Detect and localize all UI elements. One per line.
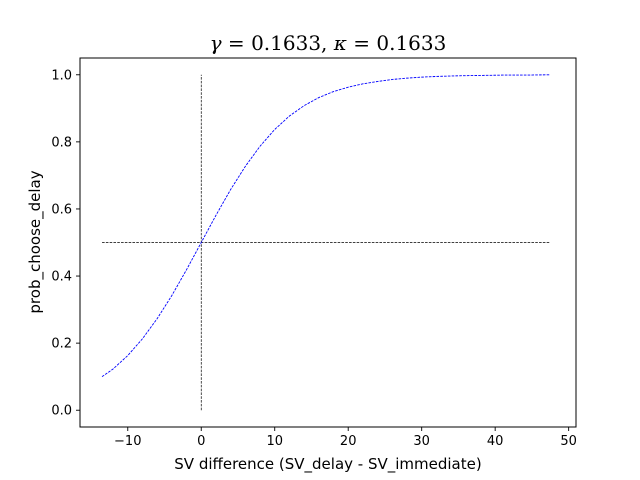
y-tick-label: 1.0 [51, 68, 72, 83]
y-tick-label: 0.8 [51, 135, 72, 150]
chart-title: γ = 0.1633, κ = 0.1633 [210, 31, 447, 55]
title-equals-2: = [347, 31, 376, 55]
y-axis-ticks: 0.0 0.2 0.4 0.6 0.8 1.0 [51, 68, 80, 419]
x-axis-ticks: −10 0 10 20 30 40 50 [114, 427, 577, 449]
axes-frame [79, 57, 577, 428]
y-tick-label: 0.4 [51, 270, 72, 285]
x-tick-label: 50 [560, 434, 577, 449]
y-axis-label: prob_choose_delay [26, 170, 45, 313]
y-tick-label: 0.0 [51, 404, 72, 419]
title-equals-1: = [222, 31, 251, 55]
x-tick-label: −10 [114, 434, 141, 449]
title-kappa-value: 0.1633 [376, 31, 446, 55]
x-tick-label: 0 [197, 434, 205, 449]
series-lines [101, 74, 551, 378]
x-axis-label: SV difference (SV_delay - SV_immediate) [174, 455, 481, 474]
x-tick-label: 30 [413, 434, 430, 449]
x-tick-label: 20 [340, 434, 357, 449]
title-gamma-value: 0.1633 [251, 31, 321, 55]
title-gamma-symbol: γ [210, 31, 222, 55]
y-tick-label: 0.6 [51, 202, 72, 217]
x-tick-label: 40 [487, 434, 504, 449]
x-tick-label: 10 [266, 434, 283, 449]
y-tick-label: 0.2 [51, 337, 72, 352]
title-separator: , [321, 31, 334, 55]
title-kappa-symbol: κ [333, 31, 347, 55]
series-line-0 [101, 74, 551, 378]
